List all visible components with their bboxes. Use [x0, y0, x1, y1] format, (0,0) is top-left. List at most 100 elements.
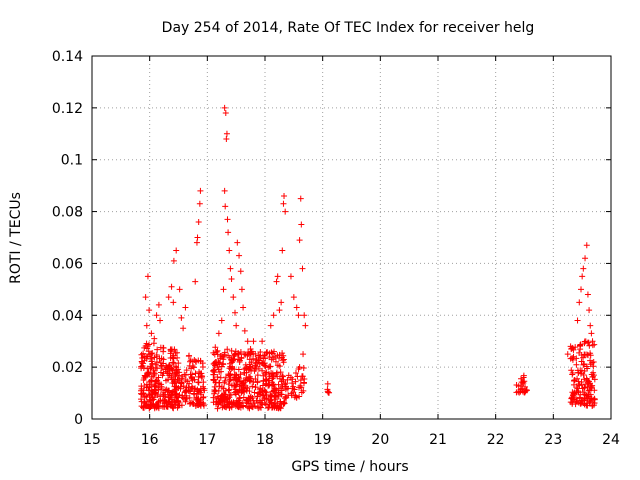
data-point — [215, 395, 222, 402]
data-point — [255, 357, 262, 364]
data-point — [151, 371, 158, 378]
data-point — [284, 376, 291, 383]
data-point — [252, 384, 259, 391]
data-point — [567, 343, 574, 350]
data-point — [254, 372, 261, 379]
data-point — [225, 352, 232, 359]
data-point — [280, 359, 287, 366]
data-point — [262, 351, 268, 358]
data-point — [243, 387, 250, 394]
data-point — [250, 355, 257, 362]
data-point — [241, 388, 248, 395]
data-point — [591, 399, 598, 406]
data-point — [580, 361, 587, 368]
data-point — [140, 390, 147, 397]
data-point — [170, 257, 177, 264]
data-point — [578, 378, 585, 385]
data-point — [144, 273, 151, 280]
data-point — [233, 397, 240, 404]
data-point — [585, 380, 592, 387]
data-point — [189, 400, 196, 407]
data-point — [275, 389, 282, 396]
data-point — [581, 361, 588, 368]
data-point — [160, 344, 167, 351]
data-point — [152, 361, 159, 368]
data-point — [570, 390, 577, 397]
data-point — [263, 377, 270, 384]
data-point — [520, 372, 527, 379]
y-axis-label: ROTI / TECUs — [8, 192, 24, 284]
data-point — [189, 358, 196, 365]
data-point — [576, 299, 583, 306]
data-point — [578, 286, 585, 293]
y-tick-label: 0.14 — [52, 49, 83, 65]
y-tick-label: 0 — [74, 412, 83, 428]
data-point — [265, 364, 272, 371]
data-point — [152, 387, 159, 394]
data-point — [184, 378, 191, 385]
data-point — [188, 365, 195, 372]
data-point — [232, 309, 239, 316]
data-point — [564, 351, 571, 358]
data-point — [222, 203, 229, 210]
data-point — [583, 242, 590, 249]
data-point — [189, 371, 195, 378]
data-point — [234, 377, 241, 384]
x-tick-label: 20 — [371, 432, 389, 448]
data-point — [580, 265, 587, 272]
data-point — [583, 375, 590, 382]
data-point — [141, 400, 148, 407]
data-point — [227, 371, 234, 378]
data-point — [259, 382, 266, 389]
data-point — [254, 378, 261, 385]
data-point — [176, 392, 183, 399]
data-point — [270, 312, 277, 319]
data-point — [217, 374, 224, 381]
data-point — [221, 349, 228, 356]
data-point — [243, 365, 250, 372]
data-point — [211, 376, 218, 383]
data-point — [326, 389, 333, 396]
data-point — [293, 394, 300, 401]
data-point — [224, 346, 231, 353]
data-point — [580, 372, 587, 379]
data-point — [265, 371, 272, 378]
data-point — [568, 367, 575, 374]
data-point — [290, 389, 297, 396]
data-point — [236, 252, 243, 259]
data-point — [169, 376, 176, 383]
data-point — [197, 187, 204, 194]
data-point — [324, 380, 331, 387]
data-point — [185, 353, 192, 360]
data-point — [249, 404, 256, 411]
data-point — [274, 352, 281, 359]
data-point — [167, 355, 174, 362]
data-point — [267, 322, 274, 329]
data-point — [151, 335, 158, 342]
data-point — [170, 360, 177, 367]
data-point — [583, 363, 590, 370]
data-point — [142, 294, 149, 301]
data-point — [522, 383, 529, 390]
data-point — [294, 373, 301, 380]
data-point — [267, 393, 274, 400]
data-point — [153, 312, 160, 319]
data-point — [573, 398, 580, 405]
data-point — [178, 314, 185, 321]
data-point — [300, 365, 307, 372]
data-point — [148, 350, 155, 357]
data-point — [589, 338, 596, 345]
data-point — [195, 379, 202, 386]
data-point — [154, 377, 161, 384]
data-point — [214, 364, 221, 371]
data-point — [177, 385, 184, 392]
data-point — [198, 399, 205, 406]
data-point — [143, 322, 150, 329]
data-point — [167, 402, 174, 409]
data-point — [587, 322, 594, 329]
data-point — [239, 380, 246, 387]
data-point — [261, 352, 268, 359]
data-point — [244, 352, 251, 359]
data-point — [190, 364, 197, 371]
